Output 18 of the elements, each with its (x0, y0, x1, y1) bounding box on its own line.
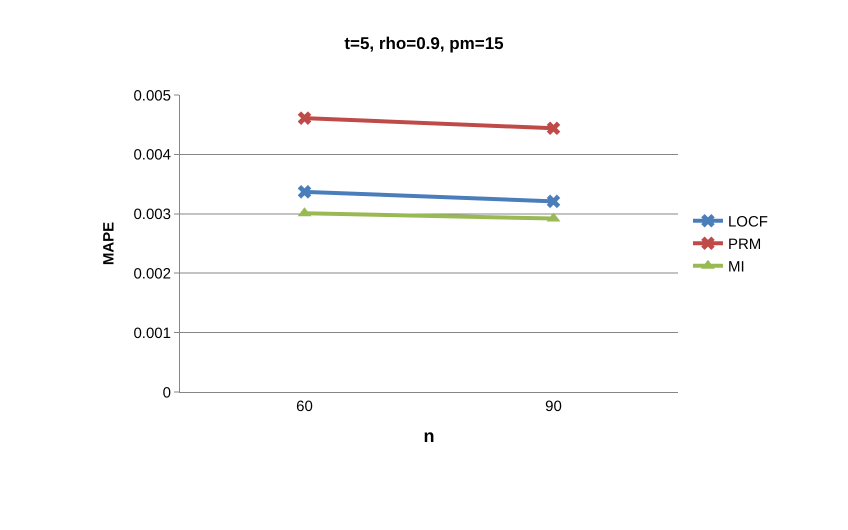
legend-label: MI (728, 258, 745, 276)
y-tick-label: 0.003 (133, 206, 171, 224)
y-tick-label: 0.002 (133, 265, 171, 282)
x-axis-title: n (424, 426, 434, 446)
y-tick-label: 0.005 (133, 87, 171, 104)
y-tick-label: 0.001 (133, 324, 171, 342)
x-tick-label: 90 (545, 398, 562, 415)
legend-label: PRM (728, 236, 762, 254)
y-tick-label: 0 (162, 384, 171, 402)
y-axis-title: MAPE (100, 222, 118, 266)
point (298, 185, 312, 199)
y-tick-label: 0.004 (133, 146, 171, 164)
point (546, 194, 560, 208)
x-tick-label: 60 (296, 398, 313, 415)
legend-label: LOCF (728, 214, 768, 231)
point (546, 121, 560, 136)
point (298, 111, 312, 125)
chart-title: t=5, rho=0.9, pm=15 (344, 34, 504, 53)
